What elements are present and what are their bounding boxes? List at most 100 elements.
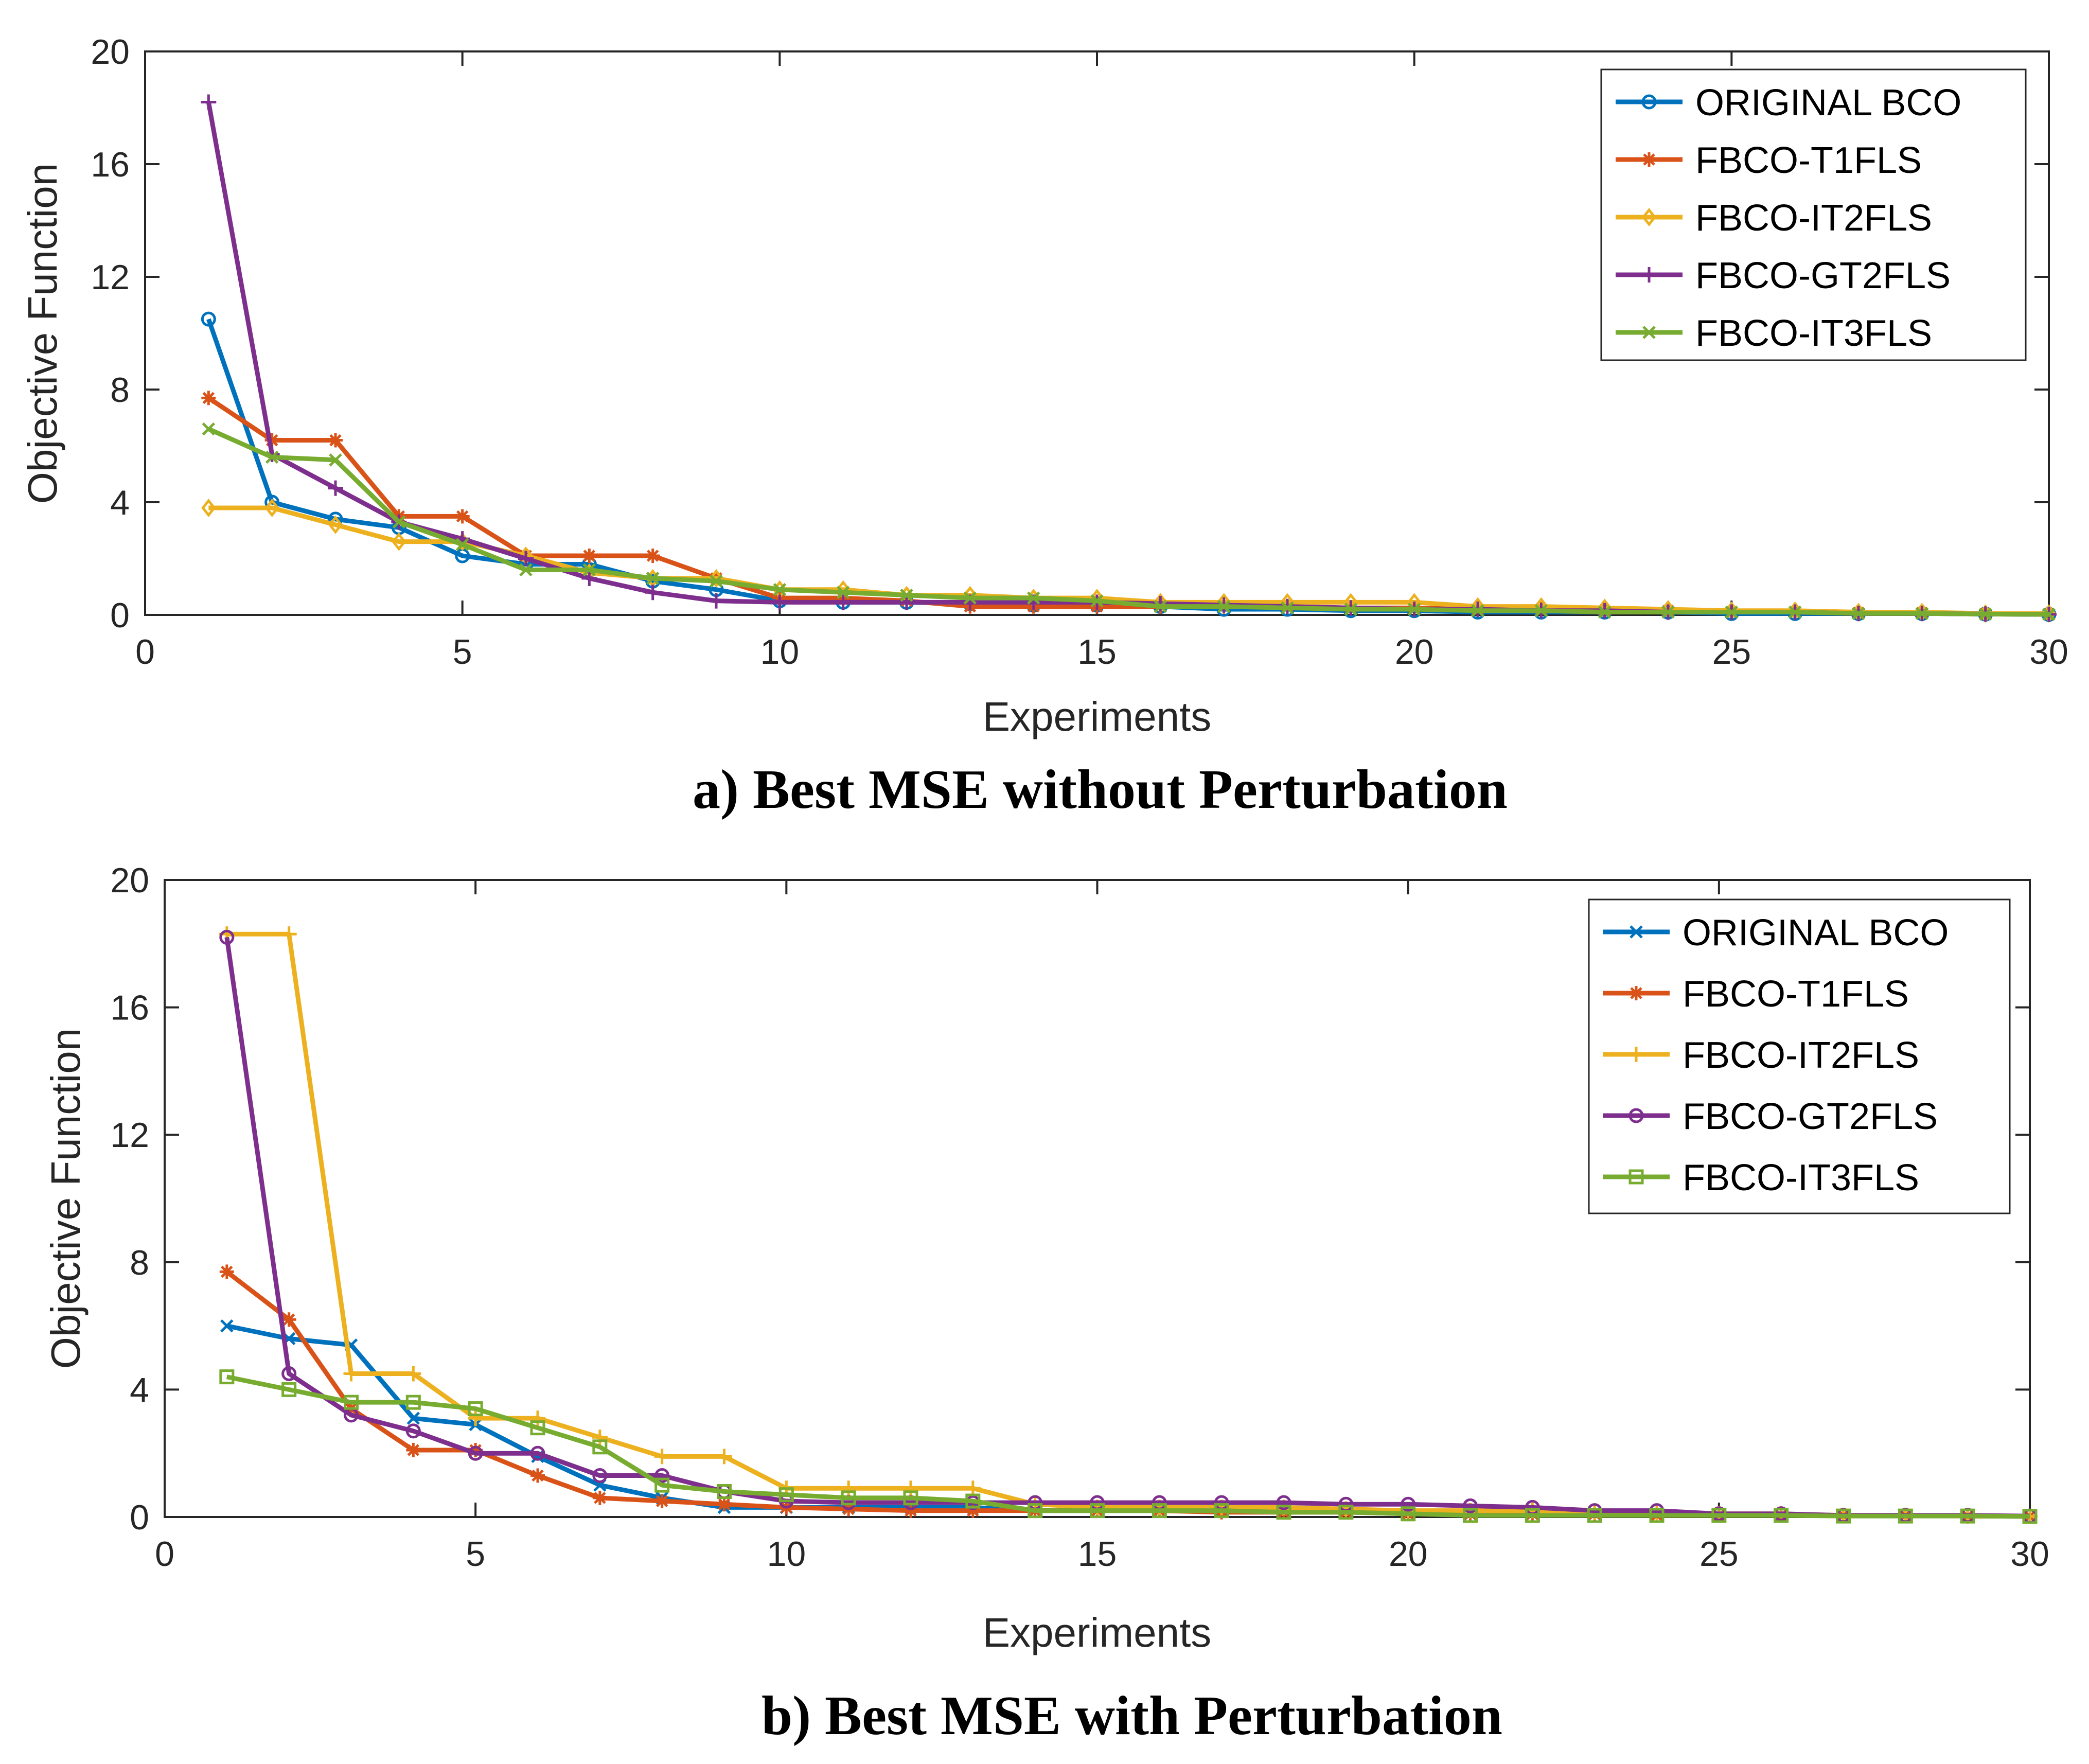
chart-a-data-point (709, 593, 724, 609)
chart-a-data-point (1915, 607, 1929, 621)
chart-a-ylabel: Objective Function (20, 163, 65, 504)
chart-b-data-point (1276, 1495, 1291, 1510)
chart-b-series-line (226, 1374, 2030, 1519)
chart-b-ytick-label: 0 (130, 1498, 149, 1537)
chart-b-data-point (1587, 1508, 1602, 1523)
chart-b-data-point (965, 1480, 981, 1496)
chart-a-data-point (1407, 603, 1421, 616)
chart-a-data-point (201, 498, 216, 517)
chart-a-data-point (328, 433, 343, 448)
chart-a-ytick-label: 8 (110, 371, 130, 410)
chart-a-data-point (773, 583, 787, 596)
chart-b-data-point (219, 1369, 235, 1385)
chart-b-legend-label: FBCO-T1FLS (1683, 974, 1909, 1015)
chart-b-data-point (1836, 1508, 1851, 1524)
chart-a-xtick-label: 30 (2029, 632, 2068, 672)
chart-b-data-point (904, 1503, 918, 1518)
chart-b-data-point (220, 1319, 234, 1333)
chart-b-data-point (468, 1410, 484, 1426)
chart-a-ticks: 0 5 10 15 20 25 30 0 4 8 12 16 20 (91, 32, 2068, 672)
chart-b-data-point (219, 929, 235, 945)
chart-b-data-point (530, 1420, 545, 1436)
chart-a-legend-marker (1641, 267, 1657, 283)
chart-a-data-point (646, 572, 660, 585)
chart-b-xtick-label: 15 (1078, 1534, 1117, 1574)
chart-a-legend-label: FBCO-IT3FLS (1695, 313, 1932, 354)
chart-b-legend-label: FBCO-IT3FLS (1683, 1157, 1919, 1198)
chart-b-data-point (717, 1497, 732, 1512)
chart-b-data-point (716, 1449, 732, 1465)
chart-b-data-point (1276, 1505, 1291, 1520)
chart-a-legend-marker (1642, 152, 1656, 167)
chart-a-data-point (1788, 605, 1802, 619)
chart-a-data-point (519, 563, 533, 577)
chart-b-data-point (654, 1449, 670, 1465)
chart-b-series-fbco-it3fls (219, 1369, 2038, 1524)
chart-a-ytick-label: 16 (91, 145, 130, 184)
chart-b-data-point (219, 1264, 234, 1279)
chart-b-data-point (592, 1468, 608, 1484)
chart-a-data-point (835, 594, 851, 610)
chart-a-data-point (772, 594, 788, 610)
chart-b-ytick-label: 4 (130, 1370, 149, 1409)
chart-a-data-point (1154, 599, 1167, 613)
chart-a-data-point (1026, 591, 1040, 605)
chart-b-data-point (592, 1439, 608, 1455)
chart-b-legend-marker (1629, 986, 1643, 1000)
chart-a-xtick-label: 5 (453, 632, 472, 672)
chart-b-data-point (903, 1480, 918, 1496)
chart-b-legend: ORIGINAL BCO FBCO-T1FLS FBCO-IT2FLS FBCO-GT… (1588, 898, 2011, 1214)
chart-a-data-point (1725, 605, 1739, 619)
chart-b-ylabel: Objective Function (43, 1028, 88, 1369)
chart-a-legend-marker (1641, 94, 1657, 110)
chart-a-ytick-label: 12 (91, 258, 130, 297)
chart-b-data-point (654, 1468, 670, 1484)
chart-b-legend-marker (1630, 925, 1643, 939)
chart-a-data-point (581, 570, 597, 586)
chart-a-data-point (201, 311, 216, 327)
chart-a-data-point (201, 391, 216, 405)
chart-a-data-point (582, 563, 596, 577)
chart-a-legend-label: FBCO-T1FLS (1695, 140, 1922, 181)
chart-b-data-point (343, 1366, 359, 1382)
chart-a-legend-marker (1641, 207, 1657, 227)
chart-a-data-point (201, 94, 217, 110)
chart-a-data-point (836, 586, 850, 599)
chart-b-ytick-label: 20 (110, 861, 149, 900)
chart-b-ticks: 0 5 10 15 20 25 30 0 4 8 12 16 20 (110, 861, 2049, 1574)
chart-b-caption: b) Best MSE with Perturbation (762, 1685, 1502, 1747)
chart-a-xlabel: Experiments (983, 694, 1212, 739)
chart-b-legend-label: ORIGINAL BCO (1683, 912, 1949, 954)
chart-a-data-point (1661, 605, 1675, 619)
chart-b-data-point (405, 1423, 421, 1439)
chart-b-legend-marker (1628, 1108, 1644, 1123)
chart-b-ytick-label: 16 (110, 989, 149, 1028)
chart-a-data-point (1090, 594, 1104, 608)
chart-b-data-point (592, 1430, 608, 1445)
chart-b-data-point (1028, 1503, 1043, 1519)
chart-b-data-point (344, 1395, 359, 1410)
chart-a-data-point (963, 591, 977, 605)
chart-a-data-point (1471, 604, 1484, 618)
chart-b-xtick-label: 10 (767, 1534, 806, 1574)
chart-b-legend-marker (1628, 1169, 1644, 1185)
chart-a-legend-label: FBCO-IT2FLS (1695, 198, 1932, 239)
chart-b-data-point (468, 1443, 483, 1458)
chart-a-data-point (1852, 607, 1865, 621)
chart-a: 0 5 10 15 20 25 30 0 4 8 12 16 20 Experiments Object… (20, 32, 2068, 820)
chart-b: 0 5 10 15 20 25 30 0 4 8 12 16 20 Experiments Object… (43, 861, 2049, 1747)
chart-a-data-point (328, 480, 343, 496)
chart-b-data-point (1525, 1508, 1540, 1523)
chart-a-xtick-label: 15 (1077, 632, 1117, 672)
chart-b-data-point (405, 1366, 421, 1382)
chart-a-data-point (392, 532, 406, 551)
chart-a-xtick-label: 25 (1712, 632, 1751, 672)
chart-b-data-point (965, 1503, 980, 1518)
chart-a-data-point (202, 422, 216, 436)
chart-b-data-point (406, 1412, 420, 1425)
chart-a-data-point (329, 453, 342, 467)
chart-a-data-point (1534, 604, 1548, 618)
chart-a-data-point (264, 433, 279, 448)
chart-b-xtick-label: 25 (1699, 1534, 1739, 1574)
